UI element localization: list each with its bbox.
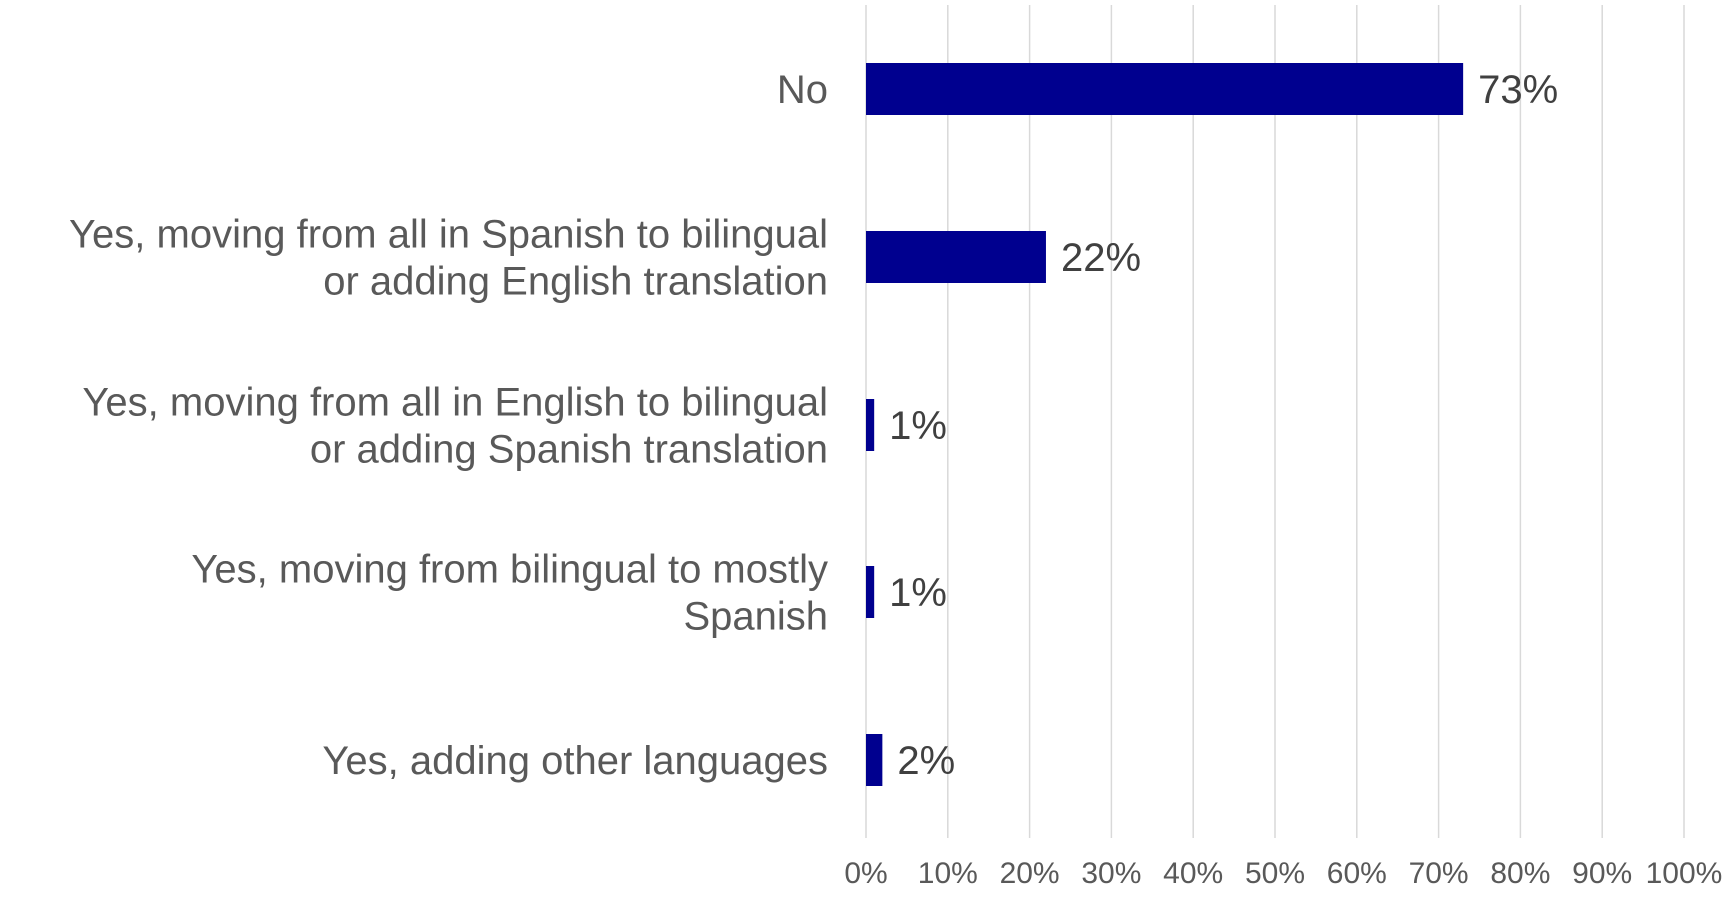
x-tick-label: 30% — [1081, 857, 1141, 890]
bar — [866, 399, 875, 451]
category-label: Yes, moving from all in English to bilin… — [82, 381, 828, 472]
x-tick-label: 80% — [1490, 857, 1550, 890]
bar — [866, 566, 875, 618]
bar — [866, 63, 1464, 115]
x-tick-label: 90% — [1572, 857, 1632, 890]
category-label-line: Spanish — [683, 595, 828, 639]
grid-lines — [865, 5, 1685, 838]
x-tick-label: 50% — [1245, 857, 1305, 890]
x-tick-label: 100% — [1646, 857, 1723, 890]
category-label-line: Yes, adding other languages — [322, 739, 828, 783]
bars — [866, 63, 1464, 786]
category-label: No — [777, 68, 828, 112]
x-tick-label: 0% — [844, 857, 887, 890]
category-label: Yes, moving from bilingual to mostly Span… — [191, 548, 828, 639]
category-label-line: Yes, moving from all in Spanish to bilin… — [69, 213, 828, 257]
x-axis-tick-labels: 0% 10% 20% 30% 40% 50% 60% 70% 80% 90% 100% — [844, 857, 1722, 890]
category-label-line: No — [777, 68, 828, 112]
category-label-line: or adding Spanish translation — [310, 428, 828, 472]
value-label: 2% — [897, 739, 955, 783]
category-labels: No Yes, moving from all in Spanish to bil… — [69, 68, 828, 783]
value-label: 1% — [889, 404, 947, 448]
category-label-line: Yes, moving from all in English to bilin… — [82, 381, 828, 425]
x-tick-label: 10% — [918, 857, 978, 890]
category-label-line: or adding English translation — [323, 260, 828, 304]
category-label: Yes, adding other languages — [322, 739, 828, 783]
bar — [866, 231, 1046, 283]
x-tick-label: 20% — [1000, 857, 1060, 890]
x-tick-label: 60% — [1327, 857, 1387, 890]
value-labels: 73% 22% 1% 1% 2% — [889, 68, 1558, 783]
category-label-line: Yes, moving from bilingual to mostly — [191, 548, 828, 592]
value-label: 1% — [889, 571, 947, 615]
value-label: 73% — [1478, 68, 1558, 112]
bar — [866, 734, 883, 786]
value-label: 22% — [1061, 236, 1141, 280]
x-tick-label: 70% — [1409, 857, 1469, 890]
x-tick-label: 40% — [1163, 857, 1223, 890]
category-label: Yes, moving from all in Spanish to bilin… — [69, 213, 828, 304]
